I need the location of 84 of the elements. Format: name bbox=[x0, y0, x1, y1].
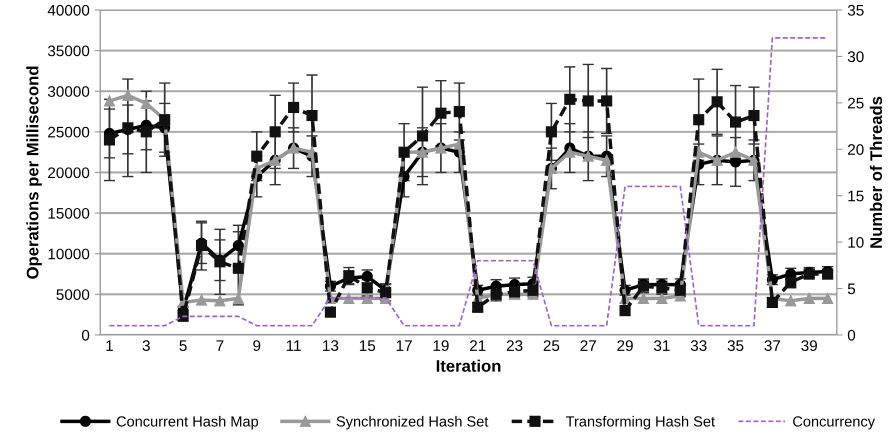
point bbox=[380, 287, 392, 298]
point bbox=[343, 270, 354, 282]
legend-label: Transforming Hash Set bbox=[566, 416, 715, 430]
x-tick-label: 13 bbox=[323, 340, 338, 352]
legend-label: Synchronized Hash Set bbox=[336, 416, 488, 430]
x-tick-label: 25 bbox=[544, 340, 560, 352]
point bbox=[362, 282, 373, 294]
point bbox=[362, 292, 373, 304]
x-tick-label: 17 bbox=[396, 340, 412, 351]
x-tick-label: 21 bbox=[470, 340, 486, 351]
point bbox=[638, 292, 650, 304]
point bbox=[730, 116, 742, 128]
point bbox=[766, 296, 778, 308]
point bbox=[546, 126, 557, 138]
legend-label: Concurrent Hash Map bbox=[116, 416, 258, 430]
x-tick-label: 9 bbox=[253, 340, 260, 352]
point bbox=[564, 94, 576, 105]
x-tick-label: 31 bbox=[654, 340, 670, 352]
y-axis-title: Operations per Millisecond bbox=[26, 66, 42, 279]
y2-axis-title: Number of Threads bbox=[870, 96, 882, 248]
y-tick-label: 0 bbox=[82, 330, 90, 341]
y2-tick-label: 0 bbox=[848, 330, 856, 341]
point bbox=[232, 262, 244, 274]
x-tick-label: 37 bbox=[764, 340, 780, 352]
point bbox=[435, 108, 446, 119]
point bbox=[804, 292, 815, 304]
point bbox=[712, 96, 723, 108]
point bbox=[214, 295, 226, 306]
point bbox=[730, 156, 742, 168]
x-tick-label: 19 bbox=[434, 340, 449, 352]
point bbox=[343, 292, 354, 304]
point bbox=[140, 98, 152, 109]
x-axis-title: Iteration bbox=[436, 360, 500, 372]
point bbox=[288, 102, 300, 114]
y-tick-label: 30000 bbox=[48, 86, 90, 97]
y2-tick-label: 20 bbox=[848, 144, 864, 155]
point bbox=[104, 95, 116, 107]
y-tick-label: 10000 bbox=[48, 248, 90, 260]
point bbox=[601, 154, 612, 166]
y2-tick-label: 15 bbox=[848, 190, 864, 202]
point bbox=[454, 106, 465, 118]
point bbox=[196, 240, 208, 252]
x-tick-label: 33 bbox=[690, 340, 707, 352]
point bbox=[472, 302, 484, 313]
y2-tick-label: 5 bbox=[848, 284, 856, 294]
y-tick-label: 40000 bbox=[48, 4, 90, 16]
point bbox=[693, 114, 704, 126]
point bbox=[748, 110, 760, 122]
x-tick-label: 15 bbox=[360, 340, 376, 352]
x-tick-label: 1 bbox=[106, 340, 113, 351]
point bbox=[730, 146, 742, 158]
y-tick-label: 15000 bbox=[48, 208, 90, 219]
y-tick-label: 35000 bbox=[48, 45, 90, 56]
x-tick-label: 27 bbox=[580, 340, 596, 351]
x-tick-label: 7 bbox=[216, 340, 224, 351]
point bbox=[324, 306, 336, 318]
point bbox=[251, 150, 262, 162]
point bbox=[270, 126, 281, 138]
point bbox=[822, 292, 834, 304]
y2-tick-label: 30 bbox=[848, 51, 864, 62]
x-tick-label: 29 bbox=[617, 340, 633, 352]
point bbox=[306, 110, 318, 122]
x-tick-label: 35 bbox=[728, 340, 744, 352]
point bbox=[122, 90, 134, 101]
y2-tick-label: 10 bbox=[848, 236, 864, 248]
point bbox=[601, 95, 612, 107]
y2-tick-label: 25 bbox=[848, 98, 864, 109]
x-tick-label: 39 bbox=[801, 340, 817, 352]
point bbox=[416, 130, 428, 142]
legend-label: Concurrency bbox=[793, 416, 875, 430]
point bbox=[196, 294, 208, 306]
y-tick-label: 20000 bbox=[48, 167, 90, 178]
y-tick-label: 25000 bbox=[48, 126, 90, 138]
x-tick-label: 5 bbox=[179, 340, 187, 352]
point bbox=[582, 95, 594, 107]
x-tick-label: 11 bbox=[286, 340, 301, 351]
point bbox=[785, 295, 796, 306]
point bbox=[104, 134, 116, 146]
x-tick-label: 3 bbox=[142, 340, 150, 352]
y-tick-label: 5000 bbox=[56, 289, 90, 300]
point bbox=[140, 126, 152, 138]
point bbox=[656, 292, 668, 304]
x-tick-label: 23 bbox=[506, 340, 522, 352]
y2-tick-label: 35 bbox=[848, 4, 864, 16]
